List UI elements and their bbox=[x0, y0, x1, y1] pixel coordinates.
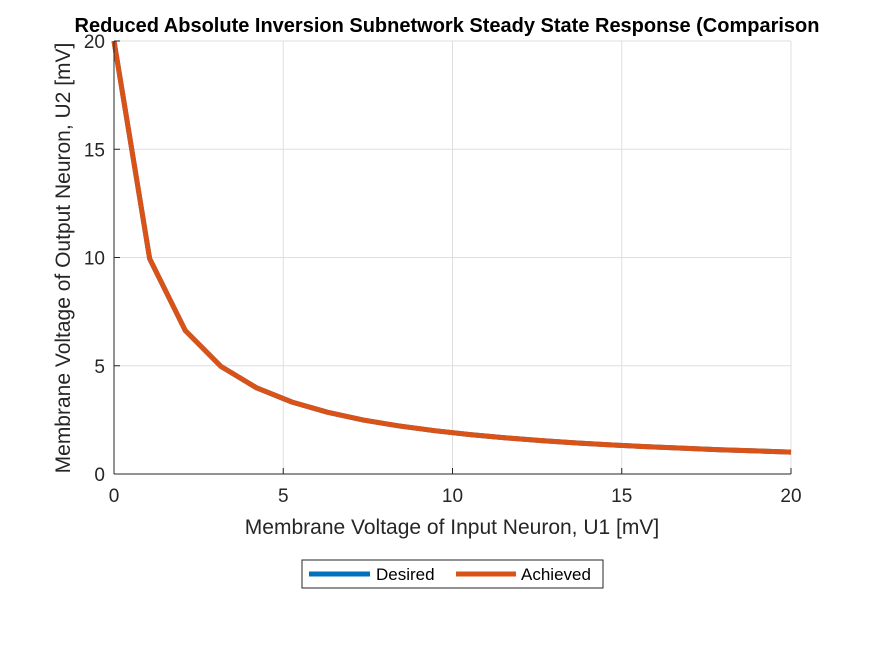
y-axis-label: Membrane Voltage of Output Neuron, U2 [m… bbox=[52, 43, 75, 474]
legend: Desired Achieved bbox=[301, 559, 604, 589]
x-tick-label: 5 bbox=[278, 486, 289, 507]
chart-title: Reduced Absolute Inversion Subnetwork St… bbox=[75, 15, 820, 37]
y-tick-label: 15 bbox=[84, 140, 105, 161]
y-tick-label: 0 bbox=[94, 465, 105, 486]
x-tick-label: 15 bbox=[611, 486, 632, 507]
y-tick-label: 10 bbox=[84, 249, 105, 270]
legend-label-achieved: Achieved bbox=[521, 565, 591, 584]
ticks: 0 5 10 15 20 0 5 10 15 20 bbox=[84, 32, 802, 507]
y-tick-label: 20 bbox=[84, 32, 105, 53]
series-line-achieved bbox=[111, 40, 792, 455]
x-axis-label: Membrane Voltage of Input Neuron, U1 [mV… bbox=[245, 516, 659, 539]
y-tick-label: 5 bbox=[94, 357, 105, 378]
x-tick-label: 0 bbox=[109, 486, 120, 507]
plot-area: 0 5 10 15 20 0 5 10 15 20 bbox=[84, 32, 802, 507]
legend-label-desired: Desired bbox=[376, 565, 435, 584]
x-tick-label: 20 bbox=[780, 486, 801, 507]
series-layer bbox=[111, 40, 792, 455]
x-tick-label: 10 bbox=[442, 486, 463, 507]
